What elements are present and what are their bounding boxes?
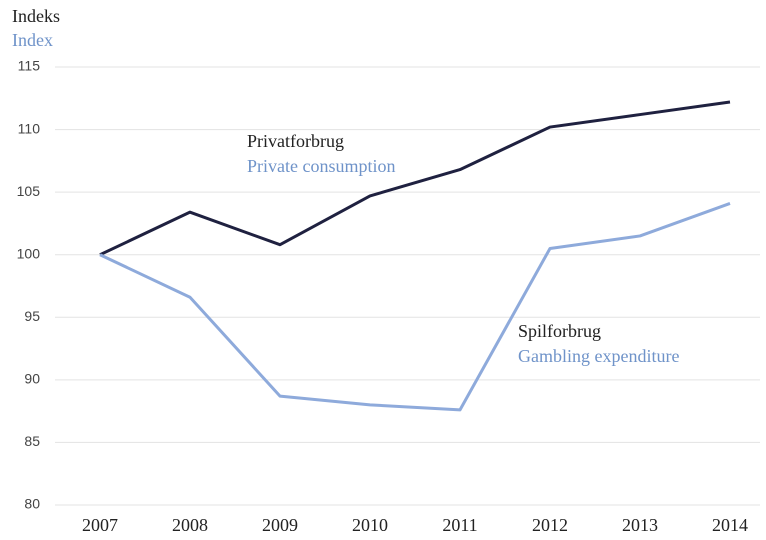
series-line	[99, 201, 731, 412]
series-label-en: Private consumption	[247, 156, 395, 176]
series-line	[99, 100, 731, 257]
series-label-en: Gambling expenditure	[518, 346, 679, 366]
y-tick-label: 95	[24, 308, 40, 324]
y-tick-label: 100	[17, 245, 41, 261]
x-tick-label: 2008	[172, 515, 208, 535]
y-tick-label: 80	[24, 496, 40, 512]
y-tick-label: 85	[24, 433, 40, 449]
x-tick-label: 2011	[442, 515, 477, 535]
x-tick-label: 2014	[712, 515, 748, 535]
series-label: Privatforbrug	[247, 131, 344, 151]
y-tick-label: 90	[24, 371, 40, 387]
x-tick-label: 2013	[622, 515, 658, 535]
y-tick-label: 105	[17, 183, 41, 199]
y-axis-label-en: Index	[12, 30, 53, 50]
x-tick-label: 2012	[532, 515, 568, 535]
x-tick-label: 2007	[82, 515, 118, 535]
x-tick-label: 2010	[352, 515, 388, 535]
y-axis-label: Indeks	[12, 6, 60, 26]
y-tick-label: 110	[18, 120, 41, 136]
x-tick-label: 2009	[262, 515, 298, 535]
y-tick-label: 115	[18, 58, 41, 74]
series-label: Spilforbrug	[518, 321, 601, 341]
